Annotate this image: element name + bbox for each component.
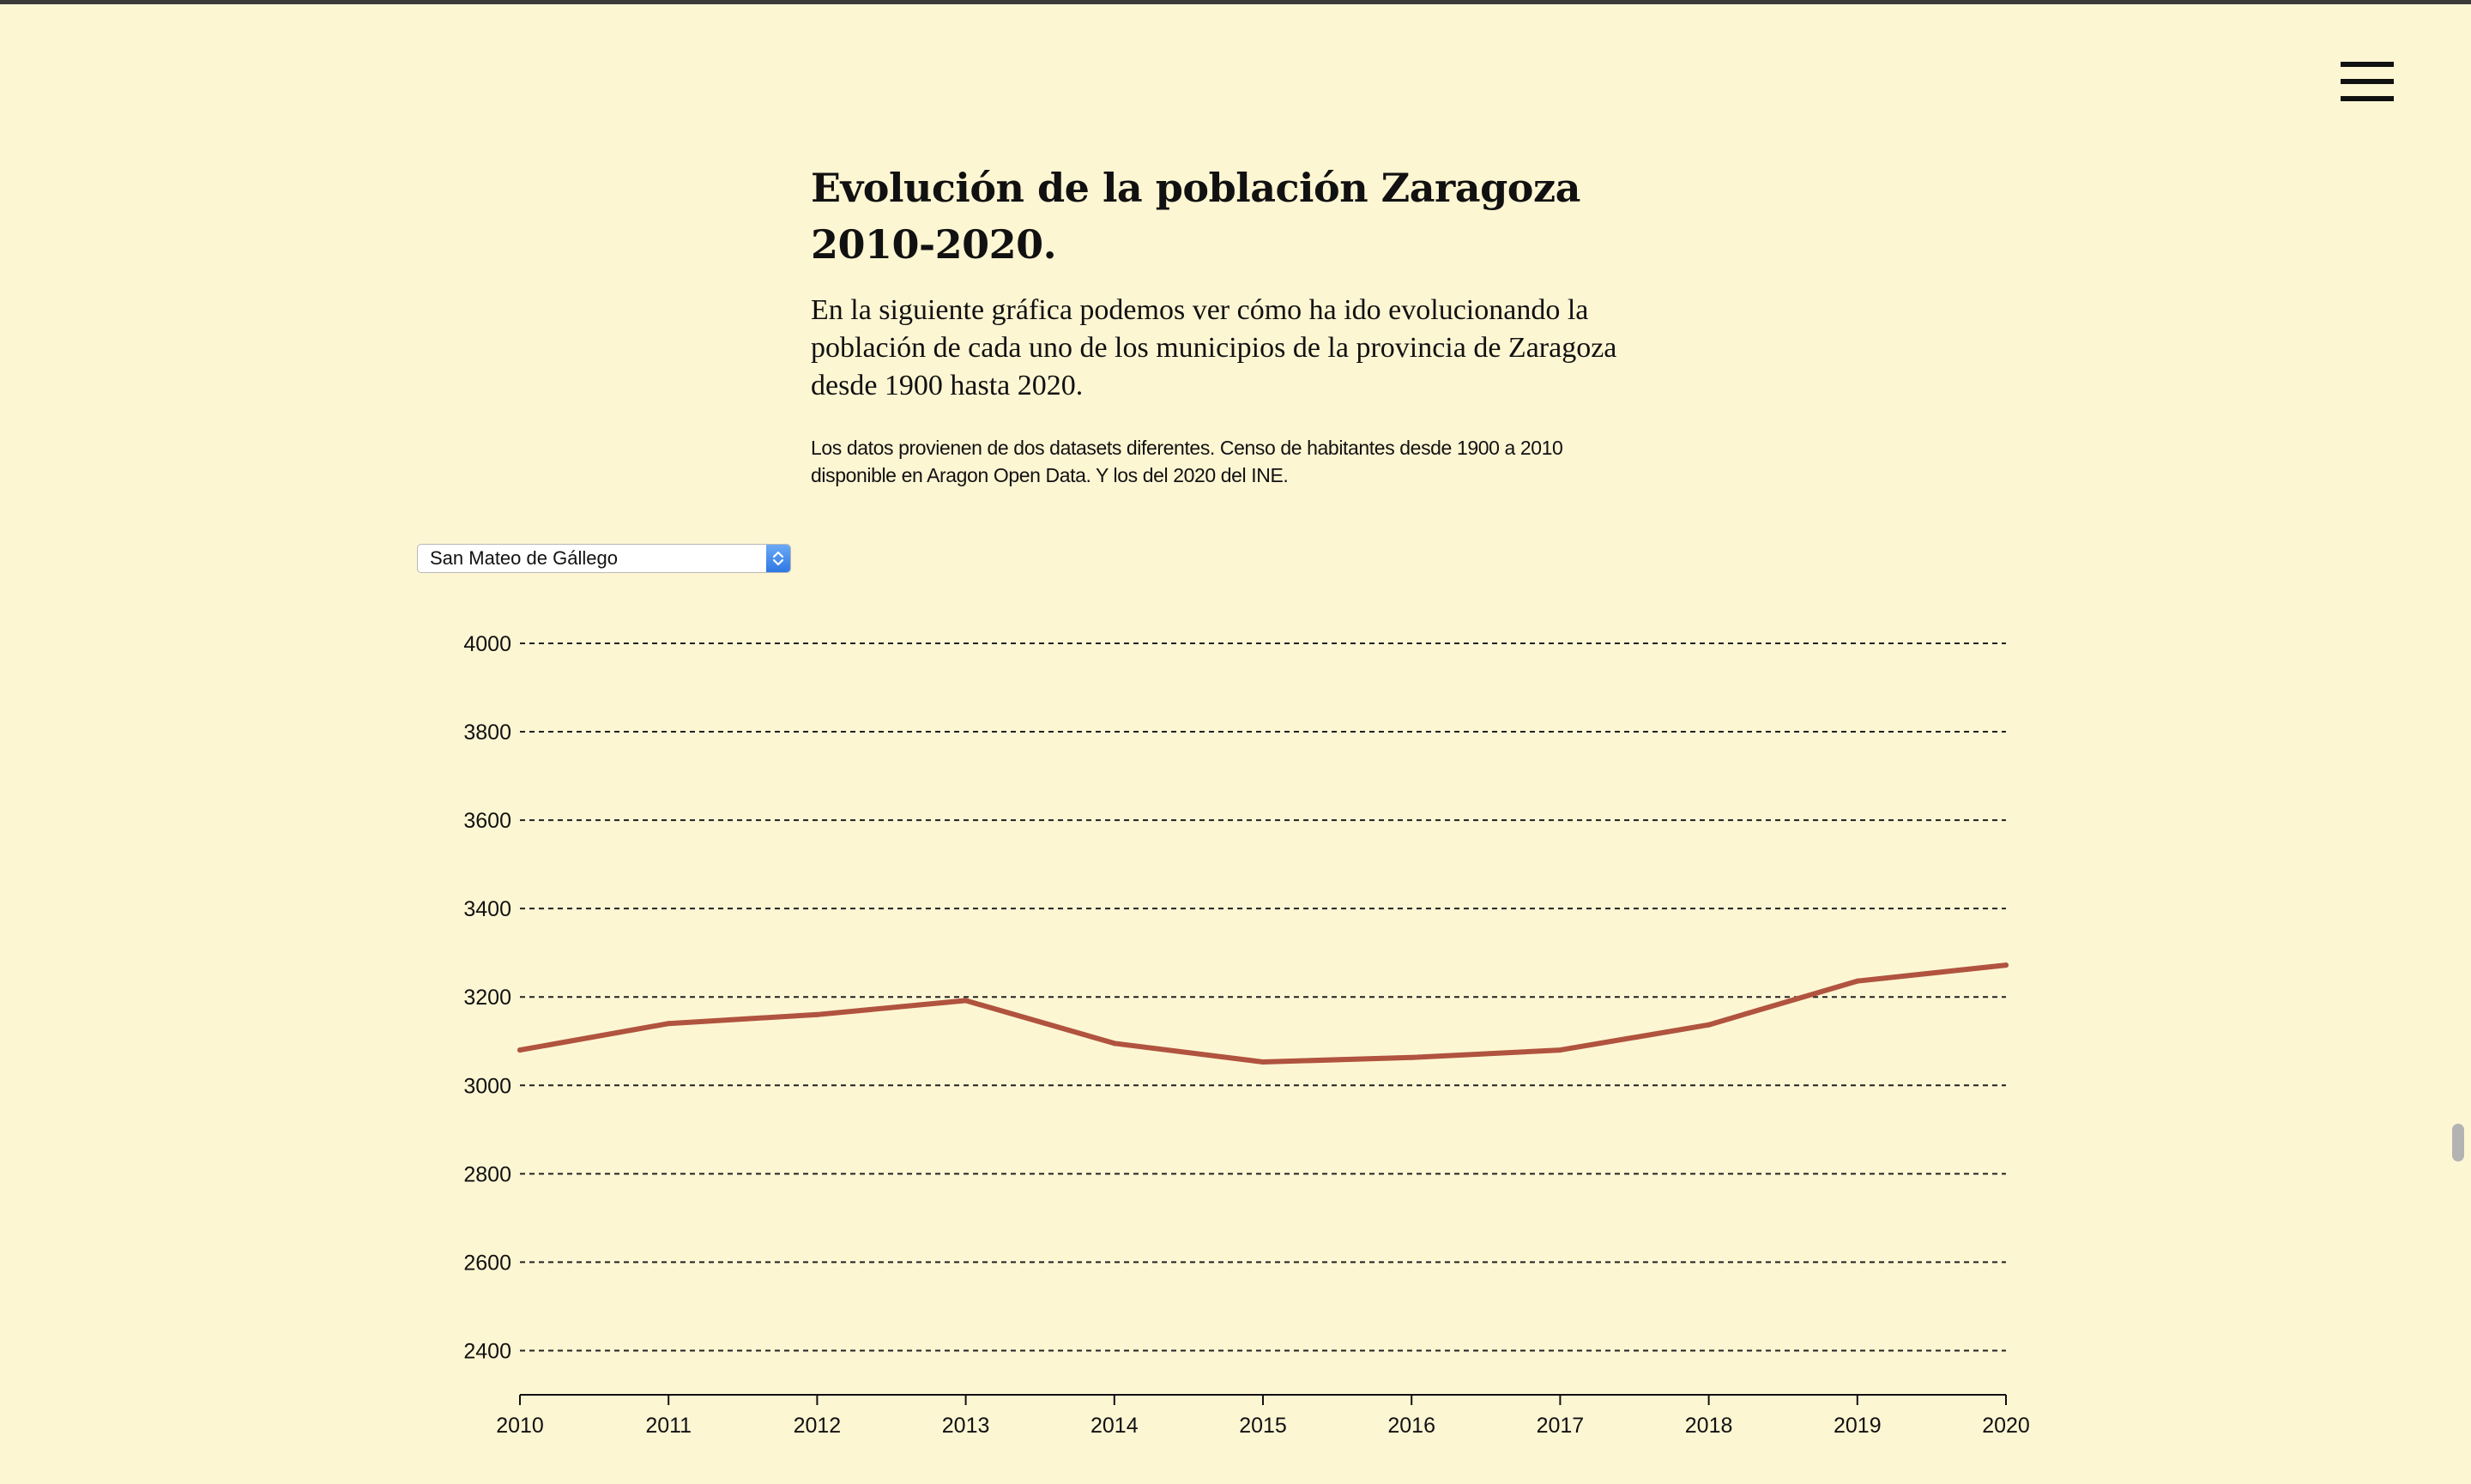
data-point (1409, 1054, 1415, 1060)
x-tick-label: 2016 (1387, 1414, 1435, 1438)
y-tick-label: 3800 (463, 721, 511, 745)
x-tick-label: 2011 (645, 1414, 692, 1438)
y-tick-label: 2800 (463, 1162, 511, 1186)
page-title: Evolución de la población Zaragoza 2010-… (811, 165, 1580, 268)
intro-lead: En la siguiente gráfica podemos ver cómo… (811, 294, 1617, 401)
data-point (1260, 1059, 1266, 1065)
menu-bar (2341, 96, 2394, 101)
x-tick-label: 2012 (794, 1414, 842, 1438)
series-line (517, 962, 2009, 1065)
y-tick-label: 2400 (463, 1339, 511, 1363)
x-tick-label: 2017 (1537, 1414, 1585, 1438)
window-top-border (0, 0, 2471, 4)
data-point (2003, 962, 2009, 968)
y-tick-label: 3000 (463, 1074, 511, 1098)
y-tick-label: 2600 (463, 1251, 511, 1275)
scrollbar-thumb[interactable] (2452, 1124, 2464, 1161)
y-tick-label: 3400 (463, 897, 511, 921)
chart-x-axis: 2010 2011 2012 2013 2014 2015 2016 2017 2018 2019… (496, 1394, 2030, 1438)
x-tick-label: 2019 (1834, 1414, 1882, 1438)
select-arrows-icon (766, 545, 790, 572)
y-tick-label: 3200 (463, 986, 511, 1010)
data-point (1854, 978, 1860, 984)
data-point (1557, 1047, 1563, 1053)
municipality-select[interactable]: San Mateo de Gállego (417, 544, 791, 573)
chart-series (517, 962, 2009, 1065)
x-tick-label: 2020 (1982, 1414, 2030, 1438)
y-tick-label: 4000 (463, 632, 511, 656)
y-tick-label: 3600 (463, 809, 511, 833)
chart-grid (520, 642, 2006, 1352)
x-tick-label: 2018 (1685, 1414, 1733, 1438)
x-tick-label: 2015 (1239, 1414, 1287, 1438)
intro-section: Evolución de la población Zaragoza 2010-… (811, 160, 1634, 489)
data-point (963, 998, 969, 1004)
x-tick-label: 2013 (942, 1414, 990, 1438)
municipality-select-value: San Mateo de Gállego (430, 547, 618, 569)
data-point (1111, 1041, 1117, 1047)
chart-y-axis: 2400 2600 2800 3000 3200 3400 3600 3800 4000 (463, 632, 511, 1363)
menu-bar (2341, 79, 2394, 84)
data-point (1706, 1022, 1712, 1028)
hamburger-menu-icon[interactable] (2341, 62, 2394, 103)
data-point (814, 1011, 820, 1017)
x-tick-label: 2014 (1091, 1414, 1139, 1438)
menu-bar (2341, 62, 2394, 67)
data-point (666, 1021, 672, 1027)
data-point (517, 1047, 523, 1053)
data-source-note: Los datos provienen de dos datasets dife… (811, 437, 1563, 486)
x-tick-label: 2010 (496, 1414, 544, 1438)
